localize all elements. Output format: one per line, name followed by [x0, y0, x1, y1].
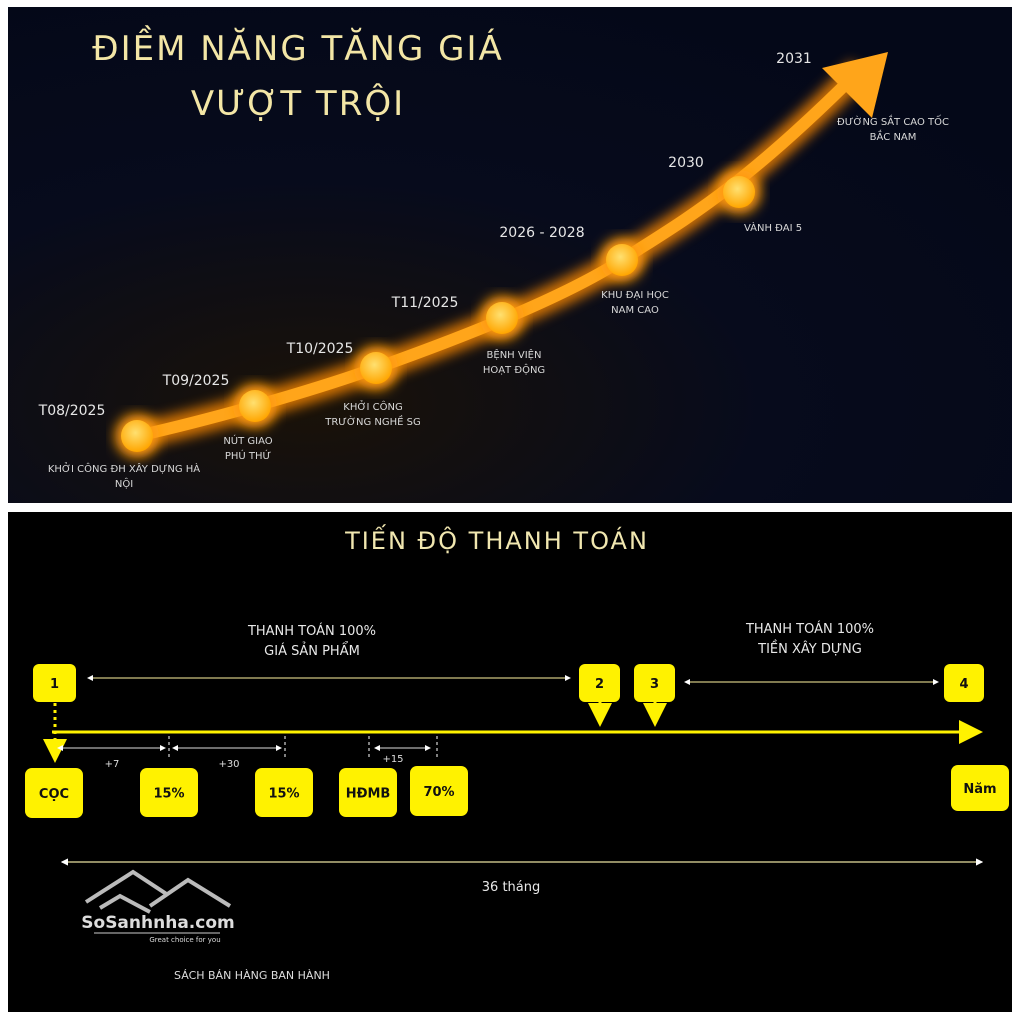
payment-box: [25, 768, 83, 818]
milestone-desc: KHU ĐẠI HỌC: [601, 290, 669, 301]
arrow-head-icon: [822, 52, 888, 118]
milestone-node: [360, 352, 392, 384]
policy-note: SÁCH BÁN HÀNG BAN HÀNH: [174, 969, 330, 982]
span2-label-line1: THANH TOÁN 100%: [745, 621, 874, 637]
step-number: 2: [595, 677, 604, 692]
step-number: 1: [50, 677, 59, 692]
span1-label-line1: THANH TOÁN 100%: [247, 623, 376, 639]
milestone-desc: HOẠT ĐỘNG: [483, 363, 545, 376]
payment-title: TIẾN ĐỘ THANH TOÁN: [344, 523, 649, 555]
panel-title-line1: ĐIỀM NĂNG TĂNG GIÁ: [92, 25, 504, 69]
milestone-desc: PHÚ THỨ: [225, 449, 271, 462]
milestone-node: [486, 302, 518, 334]
payment-panel-background: [8, 512, 1012, 1012]
step-box: [579, 664, 620, 702]
step-box: [944, 664, 984, 702]
payment-label: 70%: [423, 785, 454, 800]
milestone-date: T09/2025: [162, 373, 230, 389]
step-number: 3: [650, 677, 659, 692]
interval-label: +30: [218, 759, 239, 770]
payment-label: HĐMB: [346, 787, 391, 802]
payment-label: CỌC: [39, 787, 69, 802]
milestone-desc: VÀNH ĐAI 5: [744, 221, 802, 234]
watermark-brand: SoSanhnha.com: [81, 913, 234, 933]
interval-label: +7: [105, 759, 120, 770]
payment-label: 15%: [268, 787, 299, 802]
watermark-tagline: Great choice for you: [149, 936, 220, 944]
step-box: [634, 664, 675, 702]
payment-box: [410, 766, 468, 816]
milestone-date: 2030: [668, 155, 704, 171]
milestone-node: [239, 390, 271, 422]
milestone-date: 2026 - 2028: [499, 225, 584, 241]
milestone-date: T10/2025: [286, 341, 354, 357]
growth-panel: ĐIỀM NĂNG TĂNG GIÁ VƯỢT TRỘI T08/2025 KHỞ…: [8, 7, 1012, 503]
milestone-desc: NAM CAO: [611, 305, 659, 316]
payment-box: [255, 768, 313, 817]
milestone-desc: BẮC NAM: [870, 129, 917, 143]
milestone-node: [121, 420, 153, 452]
payment-label: Năm: [963, 782, 996, 797]
payment-panel: TIẾN ĐỘ THANH TOÁN THANH TOÁN 100% GIÁ S…: [8, 512, 1012, 1012]
payment-box: [951, 765, 1009, 811]
milestone-desc: ĐƯỜNG SẮT CAO TỐC: [837, 114, 949, 128]
milestone-date: T11/2025: [391, 295, 459, 311]
milestone-node: [723, 176, 755, 208]
milestone-desc: KHỞI CÔNG ĐH XÂY DỰNG HÀ: [48, 461, 200, 475]
milestone-date: 2031: [776, 51, 812, 67]
milestone-date: T08/2025: [38, 403, 106, 419]
interval-label: +15: [382, 754, 403, 765]
payment-box: [339, 768, 397, 817]
milestone-desc: TRƯỜNG NGHỀ SG: [324, 414, 421, 428]
step-box: [33, 664, 76, 702]
payment-box: [140, 768, 198, 817]
panel-title-line2: VƯỢT TRỘI: [191, 83, 405, 124]
milestone-desc: KHỞI CÔNG: [343, 399, 402, 413]
milestone-desc: NÚT GIAO: [223, 434, 272, 447]
span1-label-line2: GIÁ SẢN PHẨM: [264, 642, 360, 659]
milestone-desc: NỘI: [115, 477, 133, 490]
span2-label-line2: TIỀN XÂY DỰNG: [757, 640, 862, 657]
sosanhnha-logo: [84, 869, 232, 914]
milestone-node: [606, 244, 638, 276]
duration-label: 36 tháng: [482, 880, 540, 895]
payment-label: 15%: [153, 787, 184, 802]
milestone-desc: BỆNH VIỆN: [487, 348, 542, 361]
step-number: 4: [959, 677, 968, 692]
